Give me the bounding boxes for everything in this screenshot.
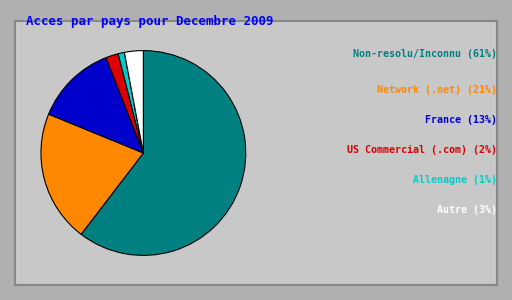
Wedge shape	[118, 52, 143, 153]
Text: Autre (3%): Autre (3%)	[437, 205, 497, 215]
Text: Network (.net) (21%): Network (.net) (21%)	[377, 85, 497, 95]
Wedge shape	[124, 51, 143, 153]
Text: Allenagne (1%): Allenagne (1%)	[413, 175, 497, 185]
Text: US Commercial (.com) (2%): US Commercial (.com) (2%)	[347, 145, 497, 155]
Text: Non-resolu/Inconnu (61%): Non-resolu/Inconnu (61%)	[353, 49, 497, 59]
Wedge shape	[106, 54, 143, 153]
Text: Acces par pays pour Decembre 2009: Acces par pays pour Decembre 2009	[26, 15, 273, 28]
Wedge shape	[41, 114, 143, 234]
Wedge shape	[81, 51, 246, 255]
Wedge shape	[49, 58, 143, 153]
Text: France (13%): France (13%)	[424, 115, 497, 125]
